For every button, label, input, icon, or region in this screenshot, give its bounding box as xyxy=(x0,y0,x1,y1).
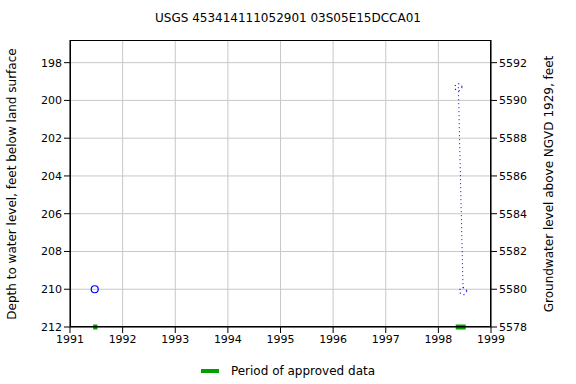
svg-text:1992: 1992 xyxy=(109,333,137,346)
svg-text:204: 204 xyxy=(41,170,62,183)
svg-text:198: 198 xyxy=(41,57,62,70)
svg-text:1996: 1996 xyxy=(319,333,347,346)
svg-text:5588: 5588 xyxy=(499,132,527,145)
html-text:Groundwater level above NGVD 1: Groundwater level above NGVD 1929, feet xyxy=(541,55,555,312)
html-text:USGS 453414111052901 03S05E15D: USGS 453414111052901 03S05E15DCCA01 xyxy=(155,11,421,25)
svg-text:212: 212 xyxy=(41,321,62,334)
svg-text:5578: 5578 xyxy=(499,321,527,334)
html-text:Period of approved data: Period of approved data xyxy=(230,364,376,378)
svg-text:210: 210 xyxy=(41,283,62,296)
svg-text:5582: 5582 xyxy=(499,245,527,258)
svg-text:208: 208 xyxy=(41,245,62,258)
html-text:Depth to water level, feet bel: Depth to water level, feet below land su… xyxy=(4,47,18,320)
svg-text:5580: 5580 xyxy=(499,283,527,296)
svg-text:5584: 5584 xyxy=(499,208,527,221)
svg-text:1993: 1993 xyxy=(161,333,189,346)
svg-text:200: 200 xyxy=(41,94,62,107)
svg-text:206: 206 xyxy=(41,208,62,221)
svg-text:202: 202 xyxy=(41,132,62,145)
svg-text:1998: 1998 xyxy=(424,333,452,346)
svg-text:5592: 5592 xyxy=(499,57,527,70)
svg-text:1991: 1991 xyxy=(56,333,84,346)
svg-text:5590: 5590 xyxy=(499,94,527,107)
svg-text:5586: 5586 xyxy=(499,170,527,183)
svg-text:1999: 1999 xyxy=(477,333,505,346)
svg-text:1995: 1995 xyxy=(267,333,295,346)
svg-text:1997: 1997 xyxy=(372,333,400,346)
svg-text:1994: 1994 xyxy=(214,333,242,346)
